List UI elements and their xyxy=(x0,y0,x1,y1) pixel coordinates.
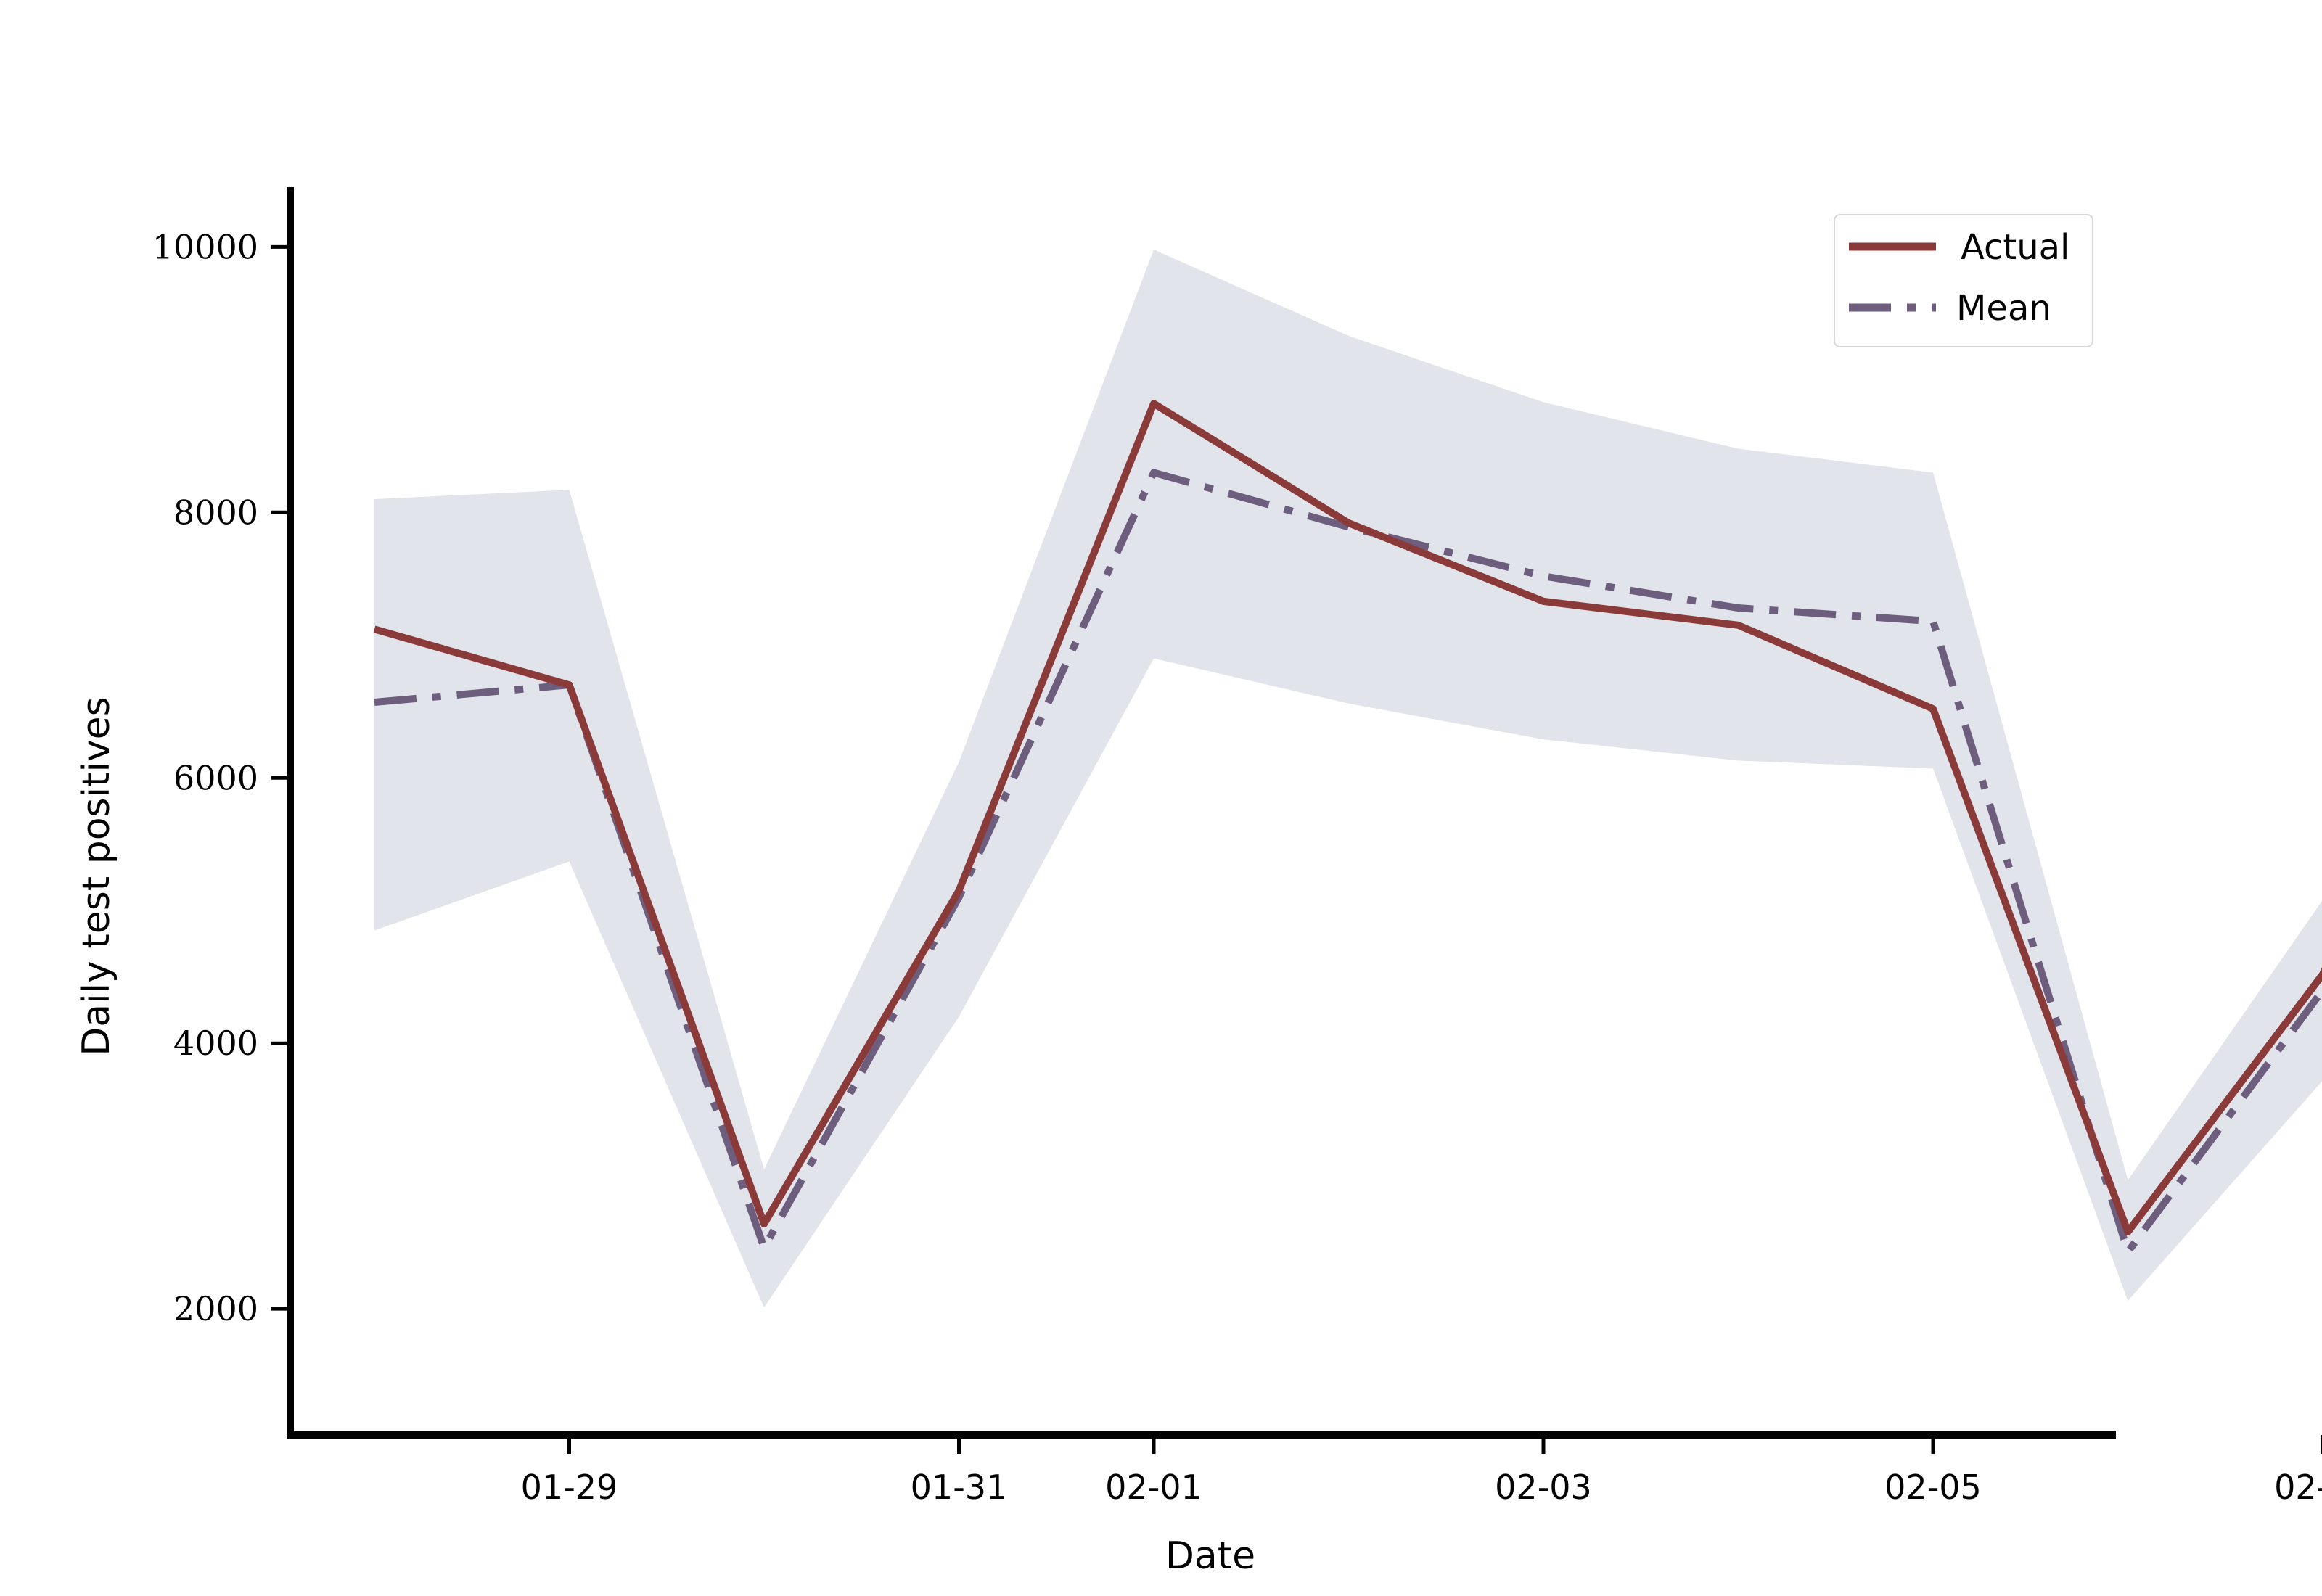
series-line-actual xyxy=(373,400,2322,1236)
x-tick-label: 02-05 xyxy=(1884,1468,1982,1507)
series-layer xyxy=(373,400,2322,1256)
legend-label-mean: Mean xyxy=(1956,288,2051,329)
y-tick-label: 10000 xyxy=(152,227,258,266)
confidence-band-layer xyxy=(374,250,2322,1308)
x-tick-label: 02-01 xyxy=(1105,1468,1202,1507)
x-tick-label: 01-29 xyxy=(521,1468,618,1507)
x-tick-label: 02-07 xyxy=(2274,1468,2322,1507)
legend-label-actual: Actual xyxy=(1961,227,2069,268)
x-ticks: 01-2901-3102-0102-0302-0502-0702-0902-11… xyxy=(521,1435,2322,1507)
legend: Actual Mean xyxy=(1834,214,2093,347)
x-tick-label: 01-31 xyxy=(911,1468,1008,1507)
axes xyxy=(287,187,2116,1439)
y-tick-label: 2000 xyxy=(173,1289,258,1328)
x-axis-label: Date xyxy=(1165,1534,1255,1578)
x-tick-label: 02-03 xyxy=(1495,1468,1592,1507)
y-tick-label: 6000 xyxy=(173,758,258,797)
confidence-band xyxy=(374,250,2322,1308)
y-tick-label: 4000 xyxy=(173,1024,258,1063)
y-ticks: 2000 4000 6000 8000 10000 xyxy=(152,227,290,1328)
y-tick-label: 8000 xyxy=(173,493,258,532)
y-axis-label: Daily test positives xyxy=(75,696,118,1056)
